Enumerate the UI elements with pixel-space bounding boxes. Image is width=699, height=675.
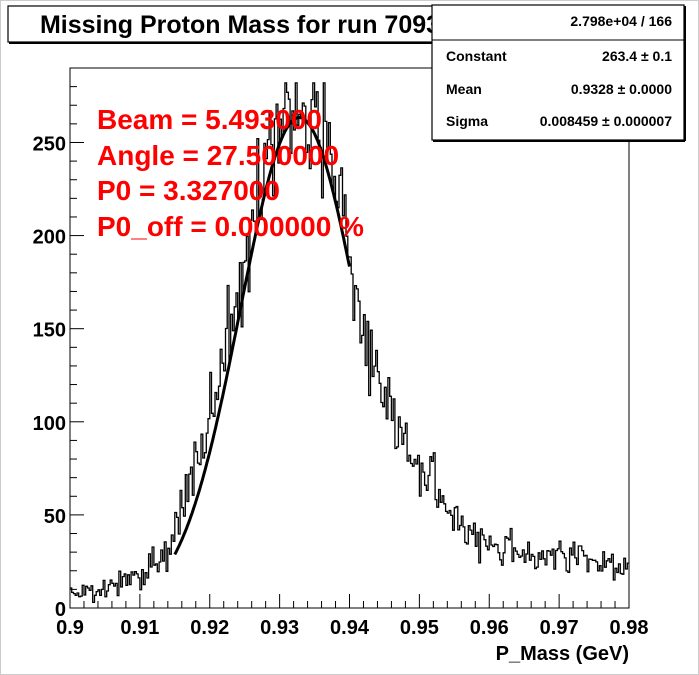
x-tick-label: 0.9: [56, 617, 84, 639]
stats-label-constant: Constant: [446, 48, 507, 64]
stats-value-mean: 0.9328 ± 0.0000: [571, 81, 672, 97]
title-box: Missing Proton Mass for run 7093: [7, 5, 475, 44]
x-axis-label: P_Mass (GeV): [496, 643, 629, 665]
stats-label-sigma: Sigma: [446, 113, 488, 129]
x-tick-label: 0.92: [190, 617, 229, 639]
annotation-p0-off: P0_off = 0.000000 %: [97, 211, 364, 242]
y-tick-label: 200: [33, 227, 66, 249]
x-axis: 0.9 0.91 0.92 0.93 0.94 0.95 0.96 0.97 0.98: [56, 594, 648, 639]
y-axis: 0 50 100 150 200 250: [33, 86, 84, 621]
stats-value-sigma: 0.008459 ± 0.000007: [540, 113, 672, 129]
annotation-angle: Angle = 27.500000: [97, 140, 339, 171]
annotation-beam: Beam = 5.493000: [97, 104, 322, 135]
x-tick-label: 0.95: [400, 617, 439, 639]
y-tick-label: 150: [33, 320, 66, 342]
stats-box: 2.798e+04 / 166 Constant 263.4 ± 0.1 Mea…: [431, 4, 686, 142]
y-tick-label: 50: [44, 506, 66, 528]
plot-frame: [69, 67, 630, 609]
stats-header: 2.798e+04 / 166: [570, 13, 672, 29]
x-tick-label: 0.91: [120, 617, 159, 639]
annotation-block: Beam = 5.493000 Angle = 27.500000 P0 = 3…: [97, 104, 364, 242]
gaussian-fit-curve: [173, 116, 351, 556]
y-tick-label: 100: [33, 413, 66, 435]
stats-label-mean: Mean: [446, 81, 482, 97]
chart-title: Missing Proton Mass for run 7093: [40, 11, 440, 39]
x-tick-label: 0.97: [540, 617, 579, 639]
stats-value-constant: 263.4 ± 0.1: [602, 48, 672, 64]
y-tick-label: 0: [55, 599, 66, 621]
x-tick-label: 0.94: [330, 617, 370, 639]
x-tick-label: 0.96: [470, 617, 509, 639]
annotation-p0: P0 = 3.327000: [97, 175, 280, 206]
y-tick-label: 250: [33, 133, 66, 155]
x-tick-label: 0.98: [610, 617, 649, 639]
x-tick-label: 0.93: [260, 617, 299, 639]
